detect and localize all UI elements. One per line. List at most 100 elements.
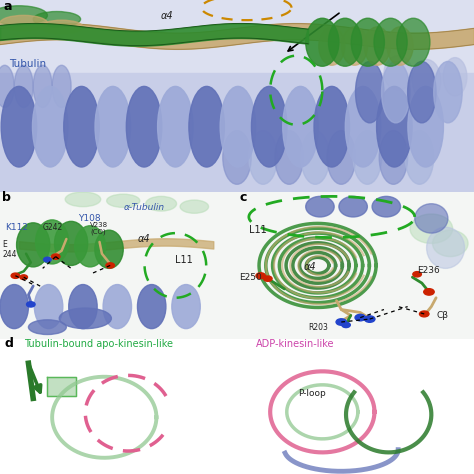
Text: Y108: Y108	[78, 214, 101, 223]
Ellipse shape	[157, 86, 193, 167]
Ellipse shape	[0, 284, 28, 328]
Ellipse shape	[103, 284, 131, 328]
Ellipse shape	[126, 86, 162, 167]
Circle shape	[106, 263, 115, 268]
Ellipse shape	[408, 86, 444, 167]
Ellipse shape	[65, 192, 100, 207]
Ellipse shape	[40, 20, 83, 34]
Ellipse shape	[319, 27, 345, 65]
Text: d: d	[5, 337, 14, 350]
Ellipse shape	[28, 320, 66, 335]
Text: α-Tubulin: α-Tubulin	[123, 202, 164, 211]
Ellipse shape	[353, 130, 382, 184]
Circle shape	[365, 316, 375, 322]
Text: K112: K112	[5, 223, 28, 232]
Text: G242: G242	[43, 223, 63, 232]
Ellipse shape	[408, 62, 436, 123]
Text: Tubulin-bound apo-kinesin-like: Tubulin-bound apo-kinesin-like	[24, 339, 173, 349]
Ellipse shape	[59, 308, 111, 328]
Text: E250: E250	[239, 273, 262, 282]
Ellipse shape	[412, 60, 441, 102]
Text: Cβ: Cβ	[436, 311, 448, 320]
Ellipse shape	[415, 204, 448, 233]
Ellipse shape	[107, 194, 140, 208]
Circle shape	[355, 314, 365, 321]
Ellipse shape	[387, 27, 413, 65]
Circle shape	[11, 273, 19, 278]
Ellipse shape	[410, 214, 453, 244]
Ellipse shape	[189, 86, 224, 167]
Circle shape	[20, 275, 27, 280]
Circle shape	[264, 276, 272, 281]
Ellipse shape	[69, 284, 97, 328]
Ellipse shape	[339, 196, 367, 217]
Text: α4: α4	[137, 234, 150, 244]
Ellipse shape	[384, 55, 412, 90]
Ellipse shape	[223, 130, 251, 184]
Ellipse shape	[75, 226, 106, 267]
Ellipse shape	[356, 62, 384, 123]
Ellipse shape	[52, 65, 71, 108]
Text: Tubulin: Tubulin	[9, 59, 46, 69]
Ellipse shape	[95, 86, 131, 167]
Ellipse shape	[283, 86, 319, 167]
Text: ADP-kinesin-like: ADP-kinesin-like	[256, 339, 335, 349]
Ellipse shape	[434, 62, 462, 123]
Ellipse shape	[364, 27, 390, 65]
Ellipse shape	[137, 284, 166, 328]
Ellipse shape	[249, 130, 277, 184]
Ellipse shape	[341, 27, 368, 65]
Text: a: a	[4, 0, 12, 13]
Ellipse shape	[146, 196, 176, 211]
Circle shape	[51, 254, 60, 259]
Circle shape	[27, 302, 35, 307]
Ellipse shape	[0, 15, 47, 31]
Circle shape	[256, 273, 265, 279]
Text: P-loop: P-loop	[298, 389, 326, 398]
Ellipse shape	[314, 86, 349, 167]
Text: V238
(CO): V238 (CO)	[90, 222, 108, 235]
Text: α4: α4	[161, 11, 174, 21]
Ellipse shape	[405, 130, 434, 184]
Ellipse shape	[328, 18, 362, 66]
Ellipse shape	[301, 130, 329, 184]
Ellipse shape	[0, 6, 47, 25]
Ellipse shape	[382, 62, 410, 123]
Ellipse shape	[14, 65, 33, 108]
Ellipse shape	[377, 86, 412, 167]
Ellipse shape	[64, 86, 99, 167]
Ellipse shape	[379, 130, 408, 184]
Ellipse shape	[172, 284, 200, 328]
Circle shape	[336, 319, 346, 325]
Text: R203: R203	[308, 323, 328, 332]
Text: b: b	[2, 191, 11, 204]
Ellipse shape	[33, 11, 81, 27]
Ellipse shape	[351, 18, 384, 66]
Circle shape	[342, 322, 350, 328]
Polygon shape	[47, 377, 76, 396]
Text: α4: α4	[303, 262, 316, 272]
Ellipse shape	[427, 227, 465, 268]
Circle shape	[424, 289, 434, 295]
Ellipse shape	[345, 86, 381, 167]
Circle shape	[419, 311, 429, 317]
Circle shape	[413, 272, 421, 277]
Text: L11: L11	[249, 225, 266, 235]
Ellipse shape	[95, 230, 123, 268]
Ellipse shape	[220, 86, 256, 167]
Ellipse shape	[306, 18, 339, 66]
Ellipse shape	[36, 220, 69, 264]
Ellipse shape	[1, 86, 36, 167]
Ellipse shape	[275, 130, 303, 184]
Bar	[0, 73, 474, 192]
Text: E236: E236	[417, 266, 440, 275]
Ellipse shape	[306, 196, 334, 217]
Ellipse shape	[0, 65, 14, 108]
Ellipse shape	[327, 130, 356, 184]
Ellipse shape	[17, 223, 50, 267]
Ellipse shape	[443, 57, 467, 96]
Text: E
244: E 244	[2, 240, 17, 259]
Ellipse shape	[432, 230, 468, 256]
Ellipse shape	[180, 200, 209, 213]
Circle shape	[44, 257, 51, 262]
